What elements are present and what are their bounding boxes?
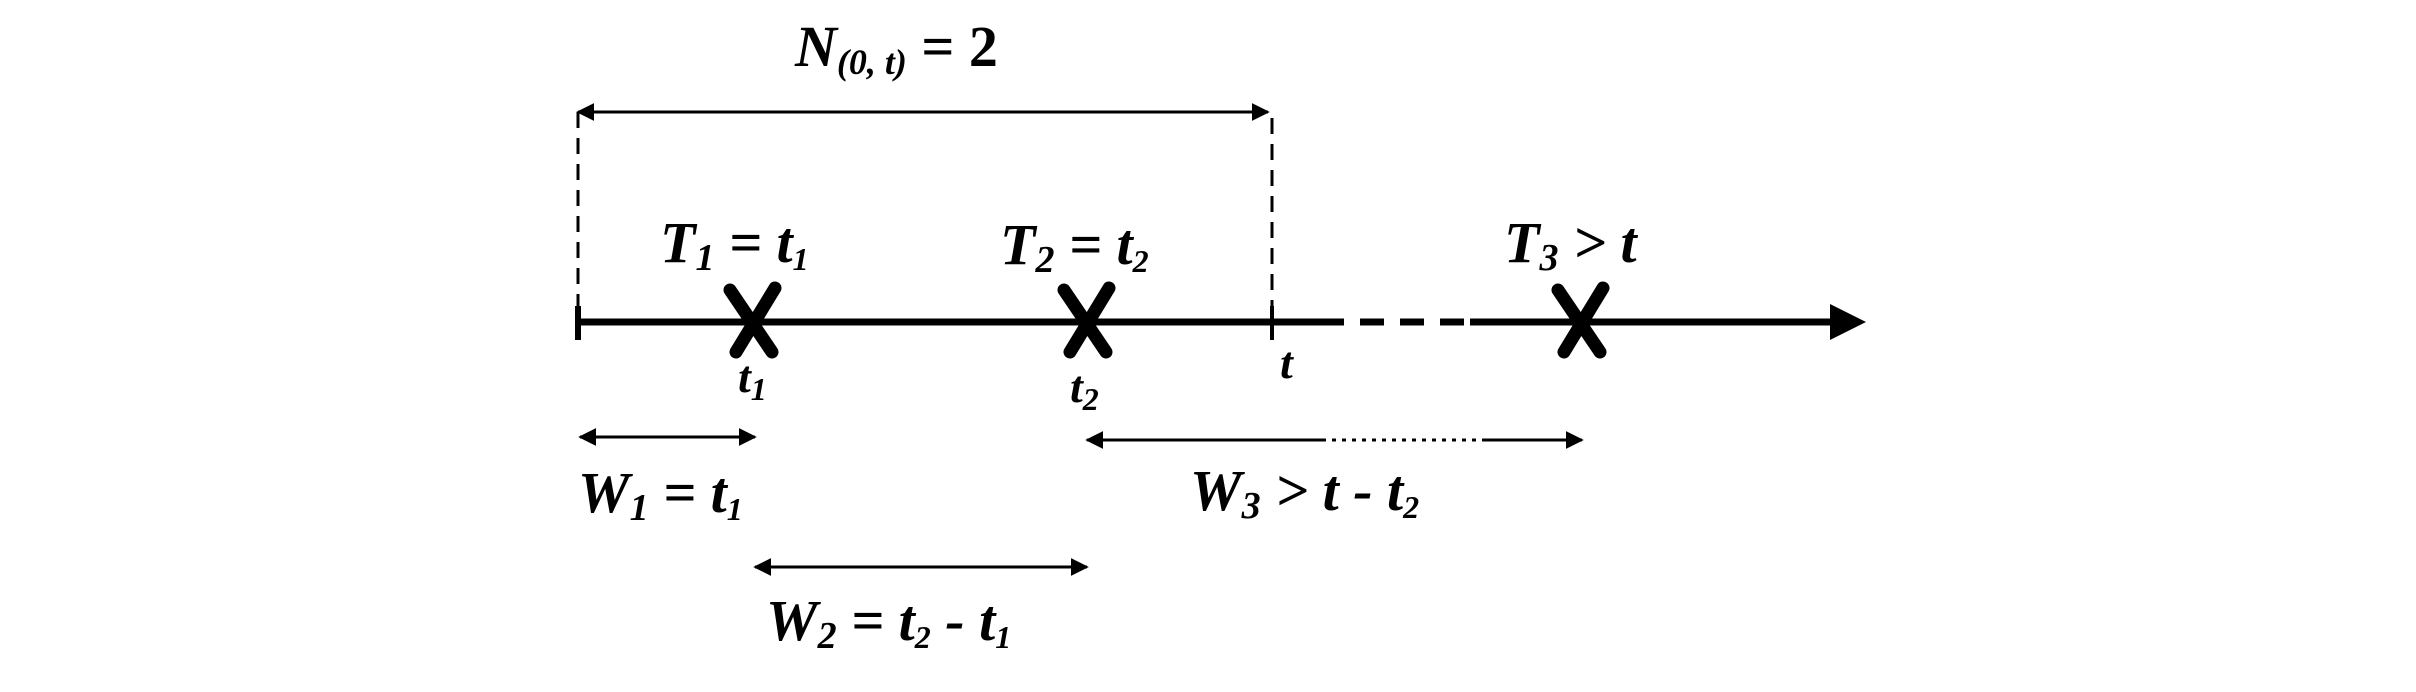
tick-label-t: t <box>1280 337 1294 388</box>
tick-label-t1: t1 <box>738 351 767 407</box>
count-bracket <box>576 103 1274 318</box>
wait-label-3: W3 > t - t2 <box>1190 458 1419 527</box>
count-label: N(0, t) = 2 <box>794 14 998 82</box>
wait-label-2: W2 = t2 - t1 <box>766 588 1011 657</box>
event-marker-3 <box>1551 281 1610 359</box>
event-label-2: T2 = t2 <box>1000 212 1149 281</box>
event-marker-2 <box>1057 281 1116 359</box>
tick-label-t2: t2 <box>1070 361 1099 417</box>
event-label-3: T3 > t <box>1504 210 1638 279</box>
event-label-1: T1 = t1 <box>660 210 809 279</box>
wait-label-1: W1 = t1 <box>578 460 743 529</box>
time-axis <box>575 304 1866 340</box>
event-marker-1 <box>723 281 782 359</box>
